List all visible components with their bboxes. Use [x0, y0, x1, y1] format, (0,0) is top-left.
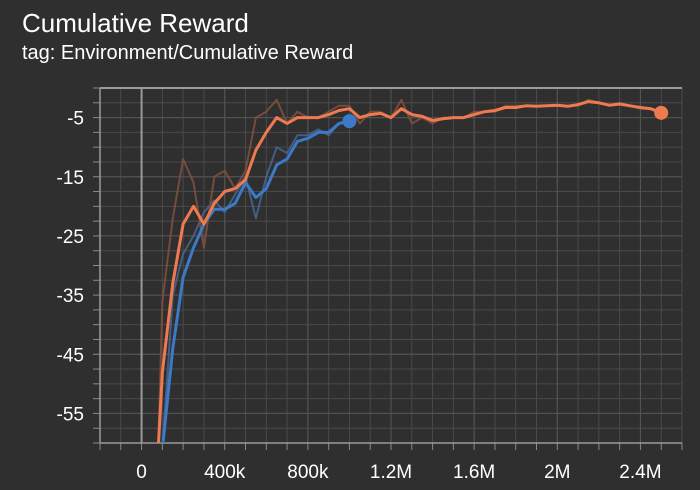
y-tick-label: -55	[57, 404, 84, 425]
x-tick-label: 400k	[204, 462, 246, 483]
x-tick-label: 2.4M	[619, 462, 661, 483]
x-tick-label: 0	[136, 462, 147, 483]
series-layer	[157, 98, 663, 443]
y-tick-label: -35	[57, 286, 84, 307]
axes	[93, 87, 683, 450]
end-markers	[342, 105, 669, 129]
x-tick-label: 1.2M	[370, 462, 412, 483]
tick-labels: 0 400k 800k 1.2M 1.6M 2M 2.4M -5 -15 -25 -35 -45 -55	[57, 109, 662, 483]
chart-title: Cumulative Reward	[22, 8, 249, 38]
x-tick-label: 1.6M	[453, 462, 495, 483]
series-end-point	[342, 114, 357, 129]
chart-subtitle: tag: Environment/Cumulative Reward	[22, 42, 354, 64]
series-end-point	[654, 105, 669, 120]
series-raw-line	[157, 98, 662, 443]
y-tick-label: -5	[67, 109, 84, 130]
x-tick-label: 2M	[544, 462, 570, 483]
y-tick-label: -25	[57, 227, 84, 248]
series-raw-line	[161, 119, 350, 443]
x-tick-label: 800k	[287, 462, 329, 483]
series-line	[161, 119, 351, 443]
y-tick-label: -45	[57, 345, 84, 366]
y-tick-label: -15	[57, 168, 84, 189]
series-line	[157, 100, 663, 443]
